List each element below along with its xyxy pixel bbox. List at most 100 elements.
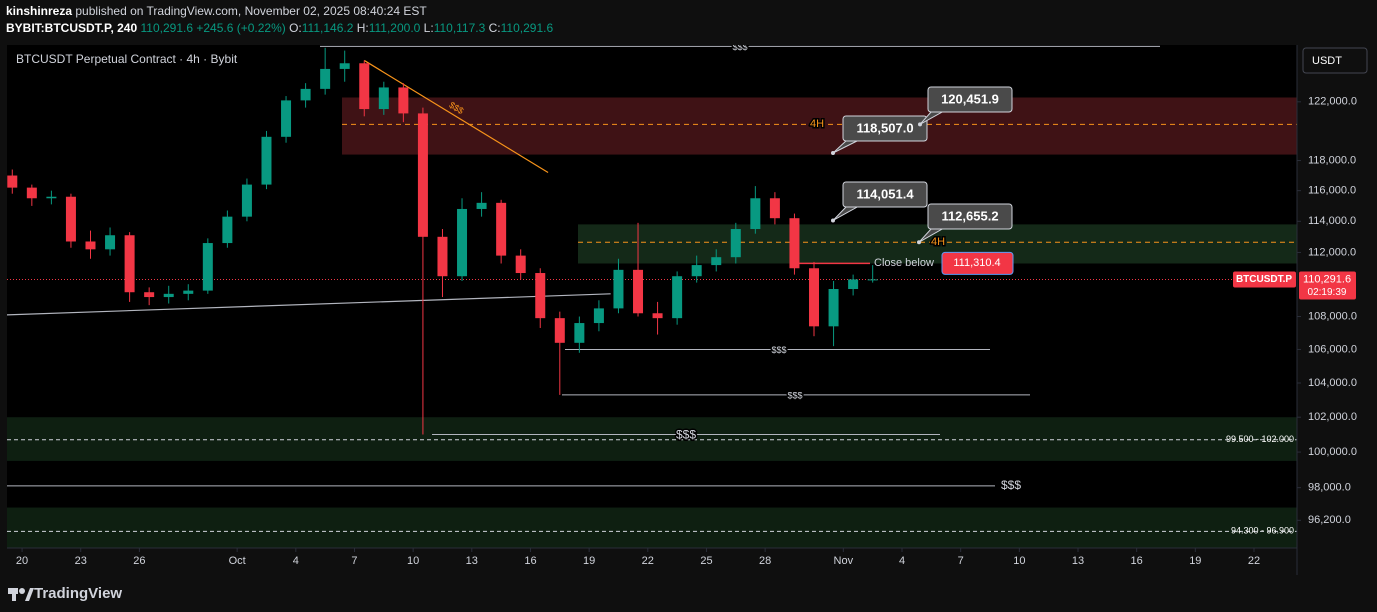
x-tick-label: 4 — [899, 555, 905, 567]
x-tick-label: 26 — [133, 555, 145, 567]
candle-body — [7, 175, 18, 188]
zone-label: 94.300 - 96.900 — [1231, 526, 1294, 536]
y-tick-label: 102,000.0 — [1308, 411, 1357, 423]
symbol-tag-label: BTCUSDT.P — [1236, 274, 1292, 285]
candle-body — [26, 187, 37, 199]
candle-body — [848, 279, 859, 290]
x-tick-label: 22 — [1248, 555, 1260, 567]
countdown: 02:19:39 — [1308, 287, 1347, 298]
ohlc-line: BYBIT:BTCUSDT.P, 240 110,291.6 +245.6 (+… — [6, 21, 553, 35]
x-tick-label: 4 — [293, 555, 299, 567]
callout-label: 118,507.0 — [856, 120, 913, 135]
candle-body — [476, 202, 487, 209]
y-tick-label: 116,000.0 — [1308, 185, 1356, 197]
c-label: C: — [489, 21, 501, 35]
x-tick-label: 23 — [75, 555, 87, 567]
candle-body — [574, 323, 585, 343]
candle-body — [378, 87, 389, 110]
callout-box — [842, 181, 928, 208]
x-tick-label: 16 — [1131, 555, 1143, 567]
candle-body — [202, 243, 213, 291]
y-tick-label: 104,000.0 — [1308, 377, 1357, 389]
callout-box — [842, 115, 928, 142]
y-tick-label: 118,000.0 — [1308, 154, 1356, 166]
candle-body — [809, 268, 820, 327]
candle-body — [437, 236, 448, 277]
y-tick-label: 100,000.0 — [1308, 446, 1357, 458]
published: published on TradingView.com, November 0… — [75, 4, 427, 18]
chart-title: BTCUSDT Perpetual Contract · 4h · Bybit — [16, 52, 238, 66]
x-tick-label: 10 — [1013, 555, 1025, 567]
callout-anchor — [831, 218, 835, 223]
x-tick-label: 19 — [1189, 555, 1201, 567]
candle-body — [183, 290, 194, 294]
callout-label: 114,051.4 — [856, 186, 914, 201]
candle-body — [85, 241, 96, 250]
y-tick-label: 98,000.0 — [1308, 482, 1351, 494]
candle-body — [711, 257, 722, 266]
o-label: O: — [289, 21, 302, 35]
overlay: 99.500 - 102.000 94.300 - 96.900 Close bel… — [16, 86, 1357, 567]
l-label: L: — [424, 21, 434, 35]
logo — [8, 588, 34, 601]
candle-body — [633, 269, 644, 314]
zone — [7, 507, 1297, 548]
candle-body — [867, 279, 878, 281]
symbol-tag — [1233, 271, 1296, 288]
author: kinshinreza — [6, 4, 72, 18]
candle-body — [496, 202, 507, 256]
last: 110,291.6 — [141, 21, 194, 35]
candle-body — [769, 198, 780, 219]
close-below-box — [941, 251, 1014, 275]
level-label: 4H — [810, 118, 824, 130]
candle-body — [672, 276, 683, 319]
liquidity-label: $$$ — [771, 345, 786, 355]
symbol: BYBIT:BTCUSDT.P, 240 — [6, 21, 137, 35]
zone — [7, 417, 1297, 461]
candle-body — [65, 196, 76, 242]
x-tick-label: 10 — [407, 555, 419, 567]
candle-body — [554, 318, 565, 343]
liquidity-label: $$$ — [676, 428, 696, 442]
y-tick-label: 96,200.0 — [1308, 514, 1351, 526]
y-tick-label: 122,000.0 — [1308, 96, 1357, 108]
y-tick-label: 112,000.0 — [1308, 246, 1356, 258]
callout-anchor — [831, 150, 835, 155]
low: 110,117.3 — [434, 21, 486, 35]
candle-body — [46, 196, 57, 199]
trendline — [363, 59, 549, 174]
x-tick-label: 19 — [583, 555, 595, 567]
candle-body — [593, 308, 604, 324]
currency-box[interactable] — [1302, 47, 1368, 74]
candle-body — [163, 293, 174, 298]
x-tick-label: Nov — [834, 555, 854, 567]
candle-body — [300, 88, 311, 101]
candle-body — [652, 313, 663, 319]
level-label: 4H — [931, 236, 945, 248]
candle-body — [359, 63, 370, 110]
zone — [342, 97, 1297, 155]
candle-body — [339, 63, 350, 69]
callout-label: 120,451.9 — [941, 91, 999, 106]
candle-body — [320, 68, 331, 89]
candle-body — [124, 235, 135, 293]
brand: TradingView — [34, 585, 122, 602]
candle-body — [222, 216, 233, 244]
change: +245.6 (+0.22%) — [196, 21, 285, 35]
callout-box — [927, 86, 1013, 113]
candle-body — [730, 229, 741, 258]
candle-body — [105, 235, 116, 250]
liquidity-label: $$$ — [787, 390, 802, 400]
open: 111,146.2 — [302, 21, 354, 35]
candle-body — [398, 87, 409, 114]
h-label: H: — [357, 21, 369, 35]
candle-body — [515, 255, 526, 274]
close-below-text: Close below — [874, 257, 934, 269]
price-tag-label: 110,291.6 — [1303, 273, 1351, 285]
callout-anchor — [918, 122, 922, 127]
y-tick-label: 106,000.0 — [1308, 343, 1357, 355]
callout-anchor — [917, 240, 921, 245]
candle-body — [613, 269, 624, 309]
candle-body — [828, 289, 839, 327]
